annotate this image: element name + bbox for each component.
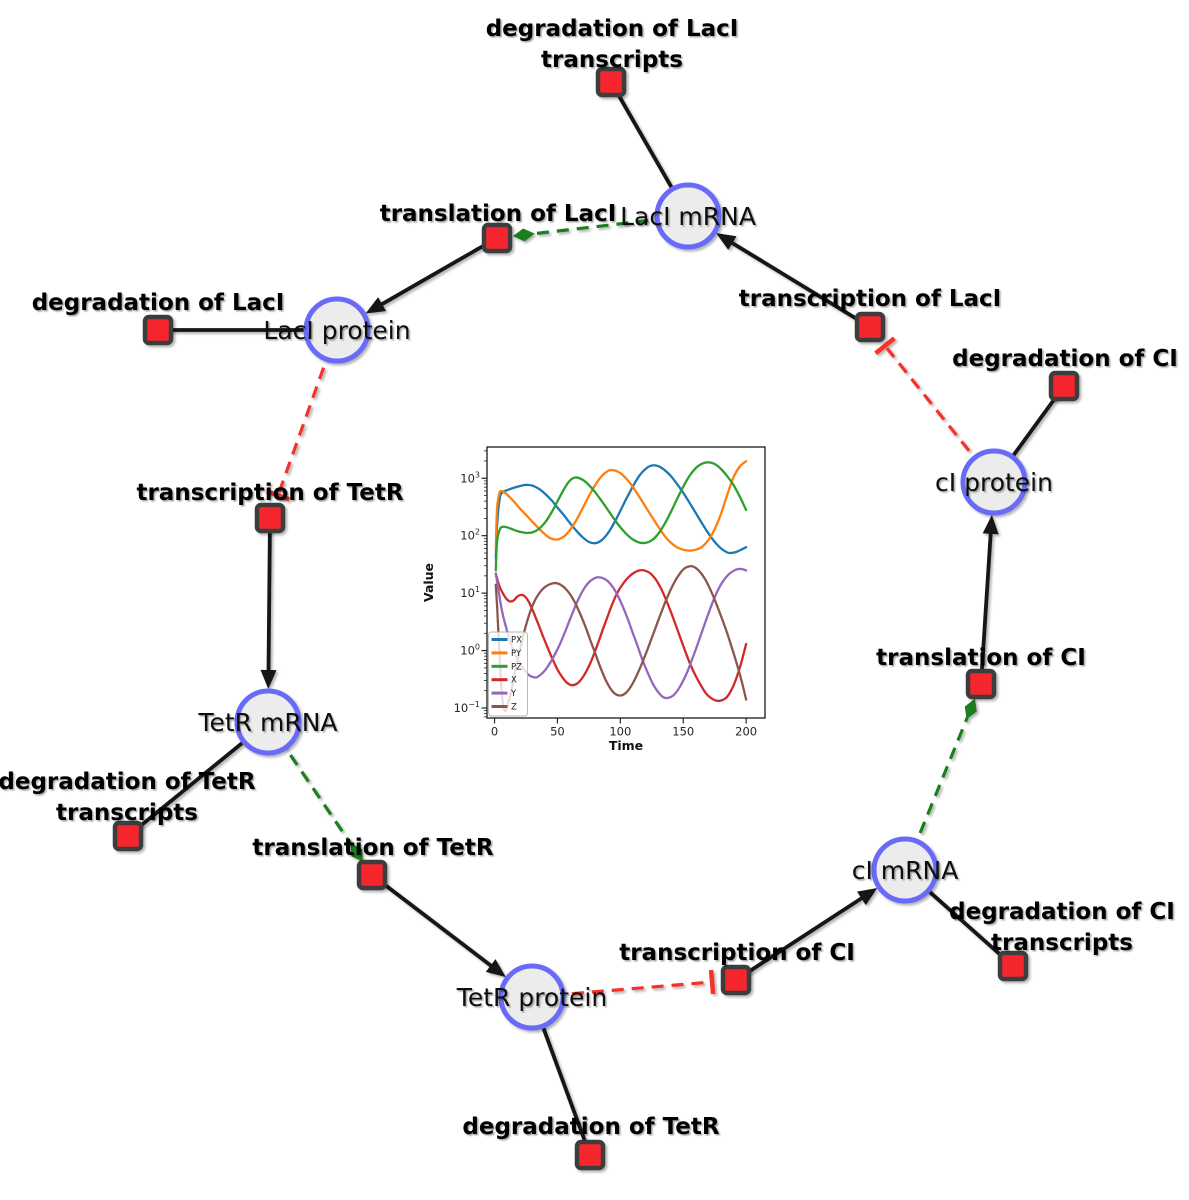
- series-x-line: [494, 568, 748, 703]
- arrowhead-icon: [485, 959, 506, 977]
- reaction-node-deg-ci-tx[interactable]: [997, 950, 1029, 982]
- species-label-laci-mrna: LacI mRNA: [620, 202, 756, 231]
- x-tick-label: 50: [550, 725, 565, 739]
- reaction-label-translation-ci-line1: translation of CI: [876, 645, 1086, 671]
- reaction-node-deg-ci[interactable]: [1048, 370, 1080, 402]
- reaction-node-deg-laci[interactable]: [142, 314, 174, 346]
- inhibition-tbar-icon: [708, 969, 716, 995]
- series-py-line: [494, 460, 748, 552]
- reaction-node-tx-laci[interactable]: [854, 311, 886, 343]
- legend-label-px: PX: [511, 636, 522, 646]
- species-node-ci-protein[interactable]: [960, 448, 1028, 516]
- axes-frame: [486, 446, 766, 719]
- reaction-label-deg-ci-line1: degradation of CI: [952, 346, 1178, 372]
- legend-label-y: Y: [510, 689, 517, 699]
- species-node-tetr-protein[interactable]: [498, 963, 566, 1031]
- edge-tx-tetr-to-tetr-mrna: [266, 516, 272, 676]
- species-label-tetr-mrna: TetR mRNA: [197, 708, 337, 737]
- edge-translation-laci-to-laci-protein: [376, 236, 499, 308]
- reaction-node-tx-tetr[interactable]: [254, 502, 286, 534]
- reaction-label-deg-tetr-tx-line2: transcripts: [56, 800, 198, 826]
- modifier-diamond-icon: [964, 698, 977, 720]
- species-node-laci-mrna[interactable]: [654, 182, 722, 250]
- arrowhead-icon: [260, 669, 277, 690]
- species-label-tetr-protein: TetR protein: [456, 983, 607, 1012]
- reaction-label-tx-ci-line1: transcription of CI: [619, 940, 855, 966]
- reaction-label-tx-tetr-line1: transcription of TetR: [136, 480, 403, 506]
- reaction-label-deg-ci-tx-line1: degradation of CI: [949, 899, 1175, 925]
- reaction-label-deg-ci-tx-line2: transcripts: [991, 930, 1133, 956]
- reaction-label-deg-tetr-line1: degradation of TetR: [462, 1114, 719, 1140]
- reaction-node-deg-tetr[interactable]: [574, 1139, 606, 1171]
- reaction-label-translation-tetr-line1: translation of TetR: [252, 835, 493, 861]
- x-tick-label: 100: [609, 725, 631, 739]
- edge-tx-laci-to-laci-mrna: [727, 239, 872, 329]
- x-tick-label: 200: [735, 725, 757, 739]
- plot-background: [420, 425, 780, 765]
- reaction-node-translation-tetr[interactable]: [356, 859, 388, 891]
- arrowhead-icon: [365, 297, 387, 314]
- reaction-label-tx-laci-line1: transcription of LacI: [739, 286, 1002, 312]
- reaction-label-deg-tetr-tx-line1: degradation of TetR: [0, 769, 256, 795]
- species-node-laci-protein[interactable]: [303, 296, 371, 364]
- x-tick-label: 150: [672, 725, 694, 739]
- edge-translation-ci-to-ci-protein: [979, 528, 993, 686]
- reaction-label-translation-laci-line1: translation of LacI: [380, 201, 617, 227]
- inhibition-tbar-icon: [265, 489, 291, 502]
- inhibition-tbar-icon: [874, 336, 896, 355]
- chart-legend: PX PY PZ XYZ: [488, 631, 528, 717]
- reaction-node-translation-ci[interactable]: [965, 668, 997, 700]
- species-nodes-layer: [234, 182, 1028, 1031]
- reaction-node-deg-tetr-tx[interactable]: [112, 820, 144, 852]
- species-label-ci-protein: cI protein: [935, 468, 1053, 497]
- arrowhead-icon: [982, 514, 999, 535]
- x-tick-label: 0: [491, 725, 498, 739]
- legend-label-py: PY: [511, 649, 522, 659]
- legend-label-pz: PZ: [511, 662, 522, 672]
- modifier-diamond-icon: [350, 843, 364, 862]
- species-label-ci-mrna: cI mRNA: [852, 856, 959, 885]
- edge-translation-tetr-to-tetr-protein: [370, 873, 496, 970]
- y-axis-title: Value: [421, 563, 436, 602]
- reaction-label-deg-laci-tx-line1: degradation of LacI: [486, 16, 739, 42]
- species-node-ci-mrna[interactable]: [871, 836, 939, 904]
- reaction-node-deg-laci-tx[interactable]: [595, 66, 627, 98]
- timecourse-plot: 0 50 100 150 20010310210110010−1TimeValuePXP…: [420, 425, 780, 765]
- labels-layer: LacI mRNA LacI protein TetR mRNA TetR prote…: [0, 16, 1178, 1140]
- arrowhead-icon: [857, 888, 878, 906]
- reaction-label-deg-laci-tx-line2: transcripts: [541, 47, 683, 73]
- species-label-laci-protein: LacI protein: [263, 316, 410, 345]
- species-node-tetr-mrna[interactable]: [234, 688, 302, 756]
- reaction-nodes-layer: [112, 66, 1080, 1171]
- series-px-line: [494, 464, 748, 560]
- modifier-diamond-icon: [512, 228, 535, 242]
- x-axis-title: Time: [609, 738, 643, 753]
- reaction-label-deg-laci-line1: degradation of LacI: [32, 290, 285, 316]
- legend-label-z: Z: [511, 703, 517, 713]
- edge-tx-ci-to-ci-mrna: [734, 894, 867, 982]
- reaction-node-tx-ci[interactable]: [720, 964, 752, 996]
- reaction-node-translation-laci[interactable]: [481, 222, 513, 254]
- series-pz-line: [494, 461, 748, 572]
- legend-label-x: X: [511, 676, 517, 686]
- arrowhead-icon: [716, 233, 737, 250]
